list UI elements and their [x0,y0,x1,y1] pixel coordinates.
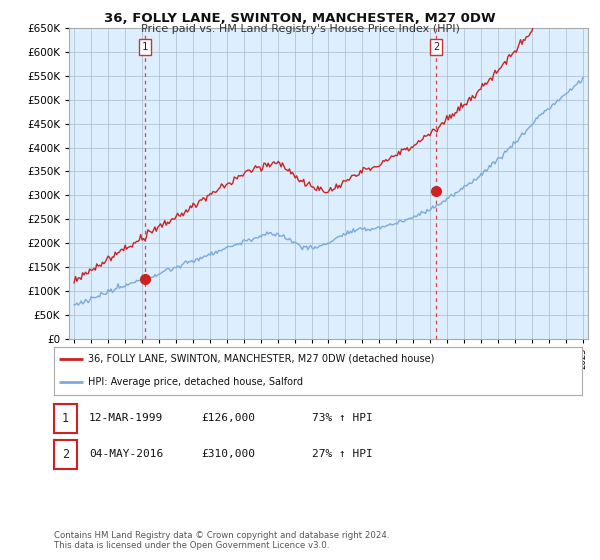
Text: Contains HM Land Registry data © Crown copyright and database right 2024.
This d: Contains HM Land Registry data © Crown c… [54,530,389,550]
Text: 73% ↑ HPI: 73% ↑ HPI [312,413,373,423]
Text: 36, FOLLY LANE, SWINTON, MANCHESTER, M27 0DW (detached house): 36, FOLLY LANE, SWINTON, MANCHESTER, M27… [88,353,434,363]
Text: £310,000: £310,000 [201,449,255,459]
Text: 1: 1 [142,42,148,52]
Text: 2: 2 [433,42,439,52]
Text: Price paid vs. HM Land Registry's House Price Index (HPI): Price paid vs. HM Land Registry's House … [140,24,460,34]
Text: 12-MAR-1999: 12-MAR-1999 [89,413,163,423]
Text: 36, FOLLY LANE, SWINTON, MANCHESTER, M27 0DW: 36, FOLLY LANE, SWINTON, MANCHESTER, M27… [104,12,496,25]
Text: 1: 1 [62,412,69,425]
Text: £126,000: £126,000 [201,413,255,423]
Text: 2: 2 [62,447,69,461]
Text: HPI: Average price, detached house, Salford: HPI: Average price, detached house, Salf… [88,377,304,388]
Text: 27% ↑ HPI: 27% ↑ HPI [312,449,373,459]
Text: 04-MAY-2016: 04-MAY-2016 [89,449,163,459]
